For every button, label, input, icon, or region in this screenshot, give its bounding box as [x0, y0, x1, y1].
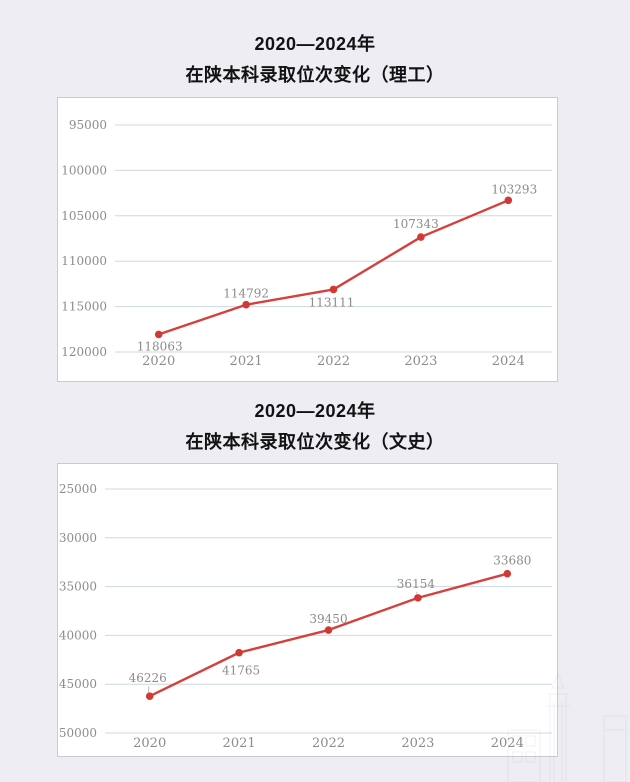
x-tick-label: 2021 [223, 736, 256, 751]
data-point-label: 36154 [397, 577, 436, 591]
chart1-line-chart: 95000 100000 105000 110000 115000 120000 11806… [61, 118, 552, 369]
x-tick-label: 2024 [492, 354, 525, 369]
chart1-title-year-range: 2020—2024年 [254, 34, 376, 54]
chart2-panel: 25000 30000 35000 40000 45000 50000 46226 41765… [57, 463, 558, 757]
data-point-marker [504, 196, 513, 205]
x-tick-label: 2022 [317, 354, 350, 369]
y-tick-label: 110000 [61, 254, 107, 268]
data-point-label: 46226 [129, 671, 167, 685]
data-point-marker [324, 626, 333, 634]
y-tick-label: 25000 [59, 482, 97, 496]
x-tick-label: 2021 [230, 354, 263, 369]
data-point-label: 41765 [222, 664, 260, 678]
y-tick-label: 120000 [61, 345, 107, 359]
data-point-marker [154, 330, 163, 339]
chart2-line-chart: 25000 30000 35000 40000 45000 50000 46226 41765… [59, 482, 552, 751]
y-tick-label: 50000 [59, 726, 97, 740]
chart1-panel: 95000 100000 105000 110000 115000 120000 11806… [57, 97, 558, 382]
data-point-label: 118063 [137, 339, 183, 353]
x-tick-label: 2024 [491, 736, 524, 751]
series-line [157, 199, 510, 336]
data-point-marker [503, 569, 512, 578]
y-tick-label: 95000 [69, 118, 107, 132]
y-tick-label: 45000 [59, 677, 97, 691]
chart2-title-year-range: 2020—2024年 [254, 401, 376, 421]
data-point-marker [417, 233, 425, 241]
x-tick-label: 2020 [133, 736, 166, 751]
x-tick-label: 2023 [401, 736, 434, 751]
x-tick-label: 2023 [404, 354, 437, 369]
data-point-label: 39450 [309, 612, 347, 626]
x-tick-label: 2022 [312, 736, 345, 751]
data-point-marker [414, 594, 422, 602]
data-point-marker [145, 692, 154, 700]
chart1-title-main: 在陕本科录取位次变化（理工） [185, 65, 445, 85]
data-point-marker [242, 300, 250, 309]
data-point-marker [235, 648, 243, 657]
tower-watermark [507, 672, 627, 782]
y-tick-label: 100000 [61, 163, 107, 177]
y-tick-label: 115000 [61, 300, 107, 314]
x-tick-label: 2020 [142, 354, 175, 369]
y-tick-label: 40000 [59, 628, 97, 642]
y-tick-label: 35000 [59, 580, 97, 594]
data-point-marker [329, 285, 338, 294]
data-point-label: 33680 [493, 554, 531, 568]
chart2-title-main: 在陕本科录取位次变化（文史） [185, 432, 445, 452]
y-tick-label: 105000 [61, 209, 107, 223]
data-point-label: 107343 [393, 217, 439, 231]
data-point-label: 113111 [309, 295, 355, 309]
data-point-label: 103293 [491, 182, 537, 196]
y-tick-label: 30000 [59, 531, 97, 545]
data-point-label: 114792 [223, 287, 269, 301]
